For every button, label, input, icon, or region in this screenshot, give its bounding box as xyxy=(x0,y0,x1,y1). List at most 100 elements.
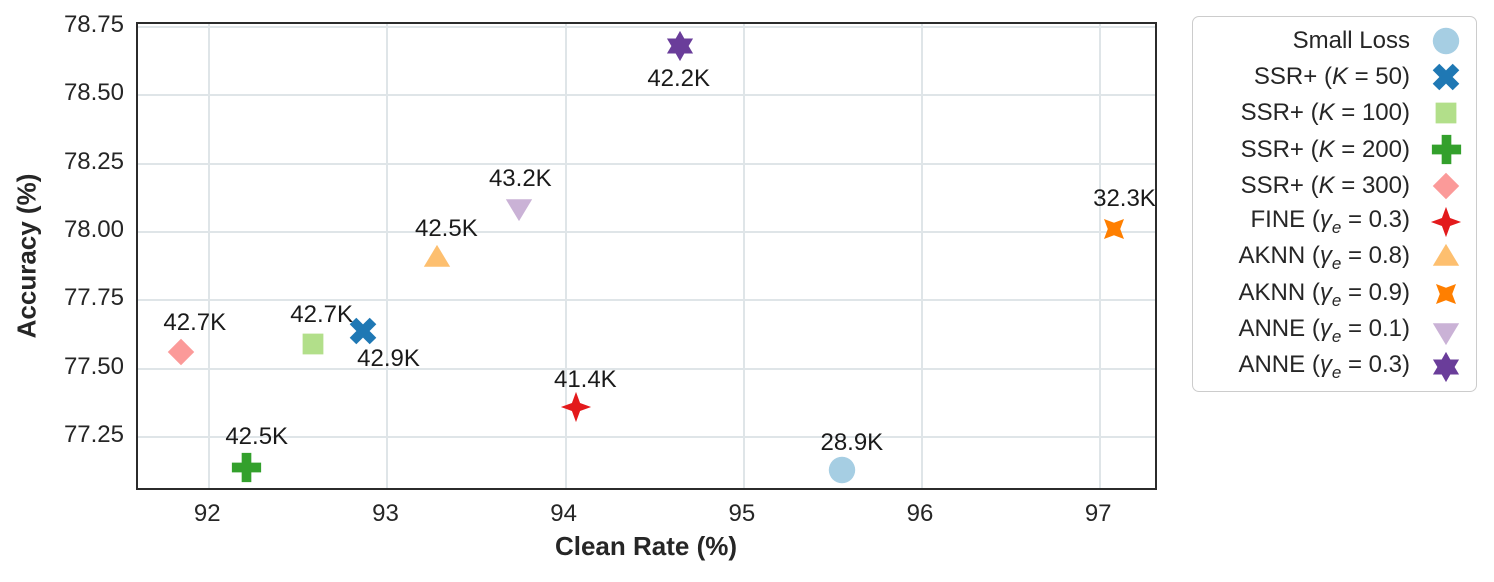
legend-marker-cell-anne-03 xyxy=(1426,351,1466,383)
x-axis-title: Clean Rate (%) xyxy=(554,531,738,561)
circle-marker-icon-legend-small-loss xyxy=(1432,27,1460,55)
star4-marker-icon-fine-03 xyxy=(561,392,592,423)
circle-marker-icon-small-loss xyxy=(828,456,856,484)
data-point-fine-03 xyxy=(560,391,592,428)
plot-area: 28.9K 42.9K 42.7K 42.5K 42.7K 41.4K 42.5K 32.3K… xyxy=(136,22,1157,490)
diamond-marker-icon-legend-ssr-k-300 xyxy=(1432,172,1460,200)
legend-item-ssr-k-50: SSR+ (K = 50) xyxy=(1201,59,1466,95)
data-point-ssr-k-200 xyxy=(231,452,262,488)
point-label-fine-03: 41.4K xyxy=(553,366,617,394)
legend-label-ssr-k-300: SSR+ (K = 300) xyxy=(1240,171,1410,199)
data-point-small-loss xyxy=(828,456,856,489)
legend-label-ssr-k-100: SSR+ (K = 100) xyxy=(1240,99,1410,127)
legend-label-anne-01: ANNE (γe = 0.1) xyxy=(1238,314,1410,346)
legend-marker-cell-ssr-k-100 xyxy=(1426,102,1466,124)
triangle-down-marker-icon-legend-anne-01 xyxy=(1432,322,1460,345)
data-point-aknn-09 xyxy=(1099,214,1129,249)
legend-marker-cell-aknn-08 xyxy=(1426,243,1466,273)
x-tick-label: 93 xyxy=(372,500,399,527)
square-marker-icon-legend-ssr-k-100 xyxy=(1435,103,1457,124)
y-tick-label: 77.25 xyxy=(63,421,124,449)
point-label-ssr-k-100: 42.7K xyxy=(290,301,353,329)
y-tick-label: 78.50 xyxy=(63,79,124,107)
y-tick-label: 77.50 xyxy=(63,352,124,380)
triangle-up-marker-icon-legend-aknn-08 xyxy=(1432,244,1460,267)
legend-marker-cell-ssr-k-50 xyxy=(1426,62,1466,92)
gridline-vertical xyxy=(208,24,211,488)
star6-marker-icon-anne-03 xyxy=(666,30,693,61)
legend-item-ssr-k-300: SSR+ (K = 300) xyxy=(1201,168,1466,204)
legend-label-anne-03: ANNE (γe = 0.3) xyxy=(1238,350,1410,382)
legend-label-aknn-08: AKNN (γe = 0.8) xyxy=(1238,242,1410,274)
legend-label-aknn-09: AKNN (γe = 0.9) xyxy=(1238,278,1410,310)
x-tick-label: 92 xyxy=(193,500,221,527)
gridline-vertical xyxy=(1099,24,1102,488)
x-tick-label: 97 xyxy=(1084,500,1112,527)
point-label-aknn-09: 32.3K xyxy=(1093,185,1156,213)
data-point-aknn-08 xyxy=(422,244,452,279)
y-tick-label: 78.75 xyxy=(63,10,124,38)
y-axis-title: Accuracy (%) xyxy=(11,173,42,339)
legend-marker-cell-small-loss xyxy=(1426,27,1466,55)
data-point-anne-01 xyxy=(504,192,534,227)
legend-label-ssr-k-200: SSR+ (K = 200) xyxy=(1240,135,1410,163)
gridline-horizontal xyxy=(138,94,1155,97)
point-label-ssr-k-200: 42.5K xyxy=(225,423,289,451)
legend: Small Loss SSR+ (K = 50) SSR+ (K = 100) SSR… xyxy=(1192,16,1477,392)
triangle-up-marker-icon-aknn-08 xyxy=(424,245,451,268)
legend-item-fine-03: FINE (γe = 0.3) xyxy=(1201,204,1466,240)
point-label-aknn-08: 42.5K xyxy=(414,215,478,243)
gridline-horizontal xyxy=(138,162,1155,165)
legend-item-ssr-k-200: SSR+ (K = 200) xyxy=(1201,132,1466,168)
legend-marker-cell-ssr-k-300 xyxy=(1426,172,1466,200)
y-tick-label: 77.75 xyxy=(63,284,124,312)
data-point-ssr-k-300 xyxy=(167,338,195,371)
x-tick-label: 96 xyxy=(906,500,934,527)
gridline-vertical xyxy=(921,24,923,488)
legend-marker-cell-fine-03 xyxy=(1426,206,1466,238)
point-label-anne-03: 42.2K xyxy=(647,64,711,92)
gridline-horizontal xyxy=(138,436,1155,439)
gridline-horizontal xyxy=(138,299,1155,302)
legend-marker-cell-ssr-k-200 xyxy=(1426,134,1466,165)
legend-item-small-loss: Small Loss xyxy=(1201,23,1466,59)
gridline-vertical xyxy=(742,24,745,488)
star4-rot-marker-icon-legend-aknn-09 xyxy=(1435,284,1457,305)
plus-marker-icon-legend-ssr-k-200 xyxy=(1431,135,1461,165)
legend-item-aknn-08: AKNN (γe = 0.8) xyxy=(1201,240,1466,276)
legend-item-ssr-k-100: SSR+ (K = 100) xyxy=(1201,95,1466,131)
gridline-horizontal xyxy=(138,231,1155,233)
legend-label-ssr-k-50: SSR+ (K = 50) xyxy=(1253,63,1410,91)
legend-label-fine-03: FINE (γe = 0.3) xyxy=(1250,206,1410,237)
point-label-ssr-k-300: 42.7K xyxy=(163,309,227,337)
diamond-marker-icon-ssr-k-300 xyxy=(167,339,194,366)
data-point-anne-03 xyxy=(664,30,696,67)
gridline-vertical xyxy=(386,24,389,488)
gridline-horizontal xyxy=(138,25,1155,28)
y-tick-label: 78.25 xyxy=(63,147,124,175)
x-tick-label: 95 xyxy=(728,500,756,527)
plus-marker-icon-ssr-k-200 xyxy=(232,452,262,482)
legend-item-aknn-09: AKNN (γe = 0.9) xyxy=(1201,276,1466,312)
square-marker-icon-ssr-k-100 xyxy=(302,333,323,355)
legend-item-anne-01: ANNE (γe = 0.1) xyxy=(1201,313,1466,349)
gridline-vertical xyxy=(564,24,567,488)
star4-rot-marker-icon-aknn-09 xyxy=(1104,219,1125,240)
legend-label-small-loss: Small Loss xyxy=(1292,27,1410,55)
data-point-ssr-k-50 xyxy=(348,316,378,351)
legend-marker-cell-aknn-09 xyxy=(1426,279,1466,309)
point-label-small-loss: 28.9K xyxy=(820,429,884,457)
triangle-down-marker-icon-anne-01 xyxy=(506,199,533,222)
point-label-ssr-k-50: 42.9K xyxy=(357,344,420,372)
x-marker-icon-ssr-k-50 xyxy=(349,317,376,344)
x-marker-icon-legend-ssr-k-50 xyxy=(1432,63,1460,91)
y-tick-label: 78.00 xyxy=(63,216,124,243)
x-tick-label: 94 xyxy=(550,500,577,527)
legend-marker-cell-anne-01 xyxy=(1426,316,1466,346)
legend-item-anne-03: ANNE (γe = 0.3) xyxy=(1201,349,1466,385)
star4-marker-icon-legend-fine-03 xyxy=(1430,206,1462,238)
gridline-horizontal xyxy=(138,367,1155,370)
point-label-anne-01: 43.2K xyxy=(488,165,552,193)
data-point-ssr-k-100 xyxy=(302,333,324,360)
